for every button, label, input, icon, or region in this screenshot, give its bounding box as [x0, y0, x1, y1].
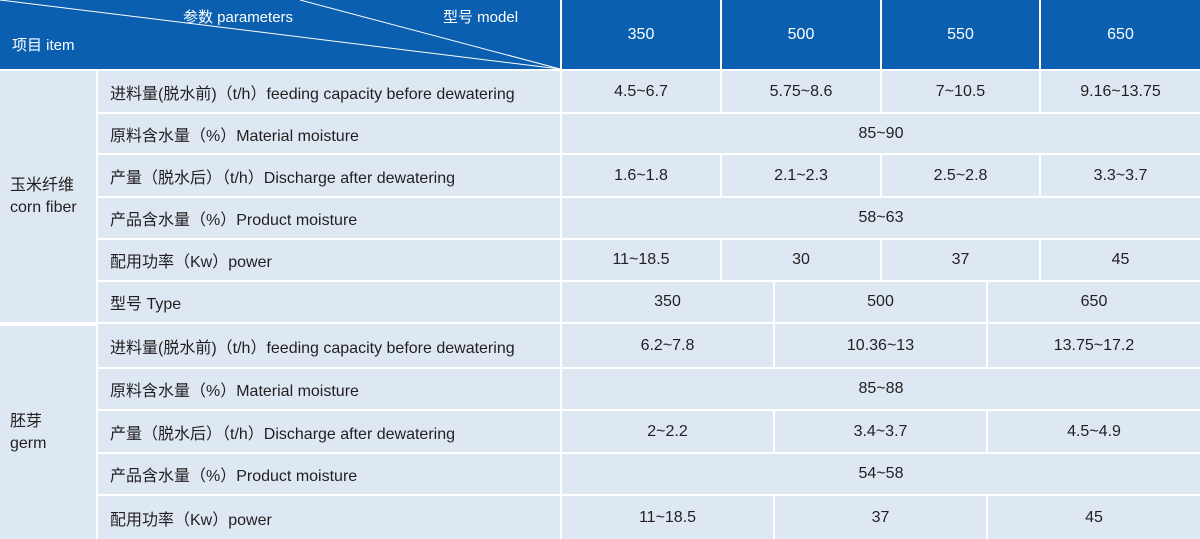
table-cell: 37: [882, 240, 1041, 282]
section-name-cn: 玉米纤维: [10, 176, 75, 194]
type-cell: 650: [988, 282, 1200, 324]
header-model-500: 500: [722, 0, 882, 69]
table-cell: 5.75~8.6: [722, 71, 882, 114]
table-cell: 85~90: [562, 114, 1200, 155]
header-model-550: 550: [882, 0, 1041, 69]
table-cell: 45: [1041, 240, 1200, 282]
table-cell: 9.16~13.75: [1041, 71, 1200, 114]
row-label: 原料含水量（%）Material moisture: [98, 114, 562, 155]
table-cell: 3.4~3.7: [775, 411, 988, 454]
table-cell: 2.1~2.3: [722, 155, 882, 198]
table-cell: 45: [988, 496, 1200, 539]
row-label: 配用功率（Kw）power: [98, 240, 562, 282]
row-label: 进料量(脱水前)（t/h）feeding capacity before dew…: [98, 71, 562, 114]
table-cell: 13.75~17.2: [988, 324, 1200, 369]
header-model-value: 550: [947, 25, 974, 43]
table-cell: 1.6~1.8: [562, 155, 722, 198]
table-cell: 3.3~3.7: [1041, 155, 1200, 198]
table-cell: 30: [722, 240, 882, 282]
section-name-en: germ: [10, 434, 47, 452]
row-label: 产品含水量（%）Product moisture: [98, 454, 562, 496]
header-model-label: 型号 model: [443, 9, 519, 26]
row-label: 原料含水量（%）Material moisture: [98, 369, 562, 411]
table-cell: 11~18.5: [562, 240, 722, 282]
header-model-350: 350: [562, 0, 722, 69]
table-cell: 4.5~4.9: [988, 411, 1200, 454]
header-model-650: 650: [1041, 0, 1200, 69]
header-model-value: 350: [627, 25, 655, 43]
row-label: 进料量(脱水前)（t/h）feeding capacity before dew…: [98, 324, 562, 369]
table-cell: 7~10.5: [882, 71, 1041, 114]
table-cell: 2.5~2.8: [882, 155, 1041, 198]
table-cell: 6.2~7.8: [562, 324, 775, 369]
section-germ: 胚芽 germ: [0, 326, 98, 539]
table-cell: 54~58: [562, 454, 1200, 496]
type-row-label: 型号 Type: [98, 282, 562, 324]
section-corn-fiber: 玉米纤维 corn fiber: [0, 71, 98, 322]
header-model-value: 500: [787, 25, 815, 43]
row-label: 配用功率（Kw）power: [98, 496, 562, 539]
table-cell: 58~63: [562, 198, 1200, 240]
row-label: 产量（脱水后）（t/h）Discharge after dewatering: [98, 155, 562, 198]
type-cell: 500: [775, 282, 988, 324]
table-cell: 85~88: [562, 369, 1200, 411]
type-cell: 350: [562, 282, 775, 324]
row-label: 产量（脱水后）（t/h）Discharge after dewatering: [98, 411, 562, 454]
table-cell: 4.5~6.7: [562, 71, 722, 114]
row-label: 产品含水量（%）Product moisture: [98, 198, 562, 240]
section-name-cn: 胚芽: [10, 412, 43, 430]
header-parameters-label: 参数 parameters: [183, 9, 294, 26]
header-model-value: 650: [1107, 25, 1134, 43]
section-divider: [0, 322, 98, 326]
table-cell: 2~2.2: [562, 411, 775, 454]
section-name-en: corn fiber: [10, 198, 77, 216]
header-item-label: 项目 item: [12, 37, 75, 54]
table-cell: 10.36~13: [775, 324, 988, 369]
table-cell: 11~18.5: [562, 496, 775, 539]
table-cell: 37: [775, 496, 988, 539]
header-item-cell: 参数 parameters 型号 model 项目 item: [0, 0, 562, 69]
header-diagonal-lines: [0, 0, 561, 69]
